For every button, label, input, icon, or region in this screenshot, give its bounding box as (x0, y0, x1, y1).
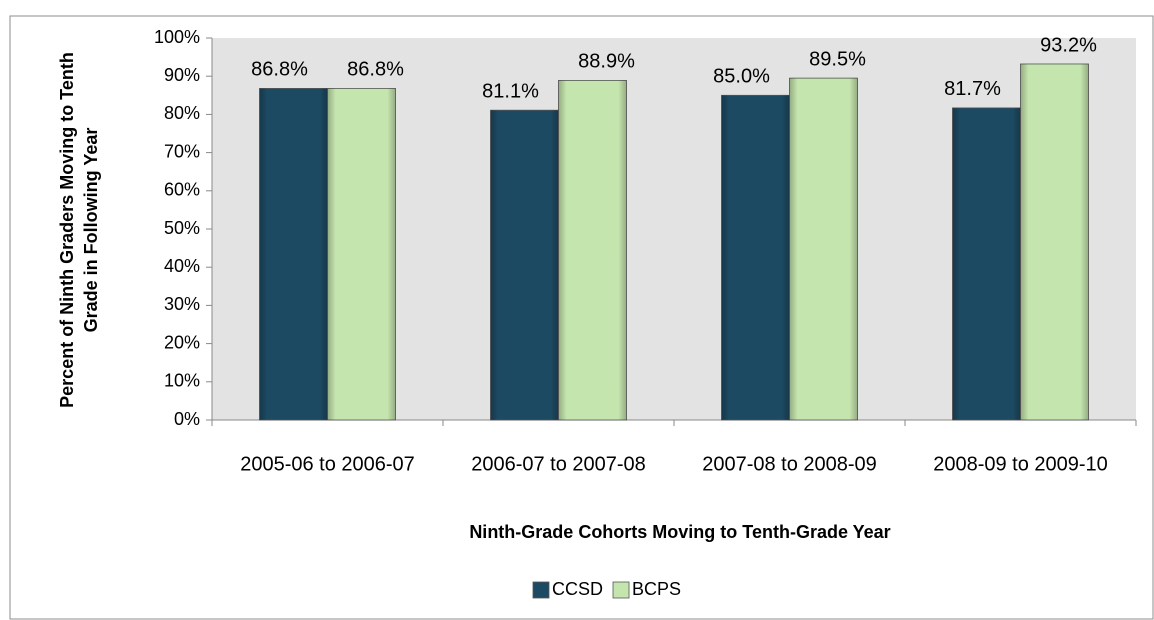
data-label: 81.1% (482, 80, 539, 102)
x-tick-label: 2008-09 to 2009-10 (933, 453, 1108, 475)
y-axis-title: Percent of Ninth Graders Moving to Tenth… (57, 52, 101, 408)
data-label: 81.7% (944, 78, 1001, 100)
x-tick-label: 2005-06 to 2006-07 (240, 453, 415, 475)
x-axis-title: Ninth-Grade Cohorts Moving to Tenth-Grad… (469, 522, 890, 542)
y-tick-label: 50% (164, 218, 200, 238)
x-tick-label: 2006-07 to 2007-08 (471, 453, 646, 475)
data-label: 85.0% (713, 66, 770, 88)
y-tick-label: 60% (164, 180, 200, 200)
bar (259, 88, 328, 421)
x-tick-label: 2007-08 to 2008-09 (702, 453, 877, 475)
bar (1020, 63, 1089, 421)
legend-label: CCSD (552, 579, 603, 599)
y-tick-label: 30% (164, 294, 200, 314)
y-axis-title-line: Grade in Following Year (81, 128, 101, 333)
y-tick-label: 70% (164, 141, 200, 161)
data-label: 88.9% (578, 51, 635, 73)
y-tick-label: 80% (164, 103, 200, 123)
y-axis-title-line: Percent of Ninth Graders Moving to Tenth (57, 52, 77, 408)
data-label: 86.8% (347, 59, 404, 81)
bar (327, 88, 396, 421)
bar (721, 94, 790, 421)
legend-swatch (612, 581, 630, 599)
bar (558, 80, 627, 421)
data-label: 89.5% (809, 48, 866, 70)
data-label: 86.8% (251, 59, 308, 81)
data-label: 93.2% (1040, 34, 1097, 56)
y-tick-label: 40% (164, 256, 200, 276)
bar (789, 77, 858, 421)
y-tick-label: 20% (164, 332, 200, 352)
y-tick-label: 0% (174, 409, 200, 429)
legend: CCSD BCPS (532, 579, 681, 599)
bar (952, 107, 1021, 421)
legend-swatch (532, 581, 550, 599)
y-tick-label: 100% (154, 27, 200, 47)
y-tick-label: 10% (164, 371, 200, 391)
y-tick-label: 90% (164, 65, 200, 85)
bar (490, 109, 559, 421)
legend-label: BCPS (632, 579, 681, 599)
